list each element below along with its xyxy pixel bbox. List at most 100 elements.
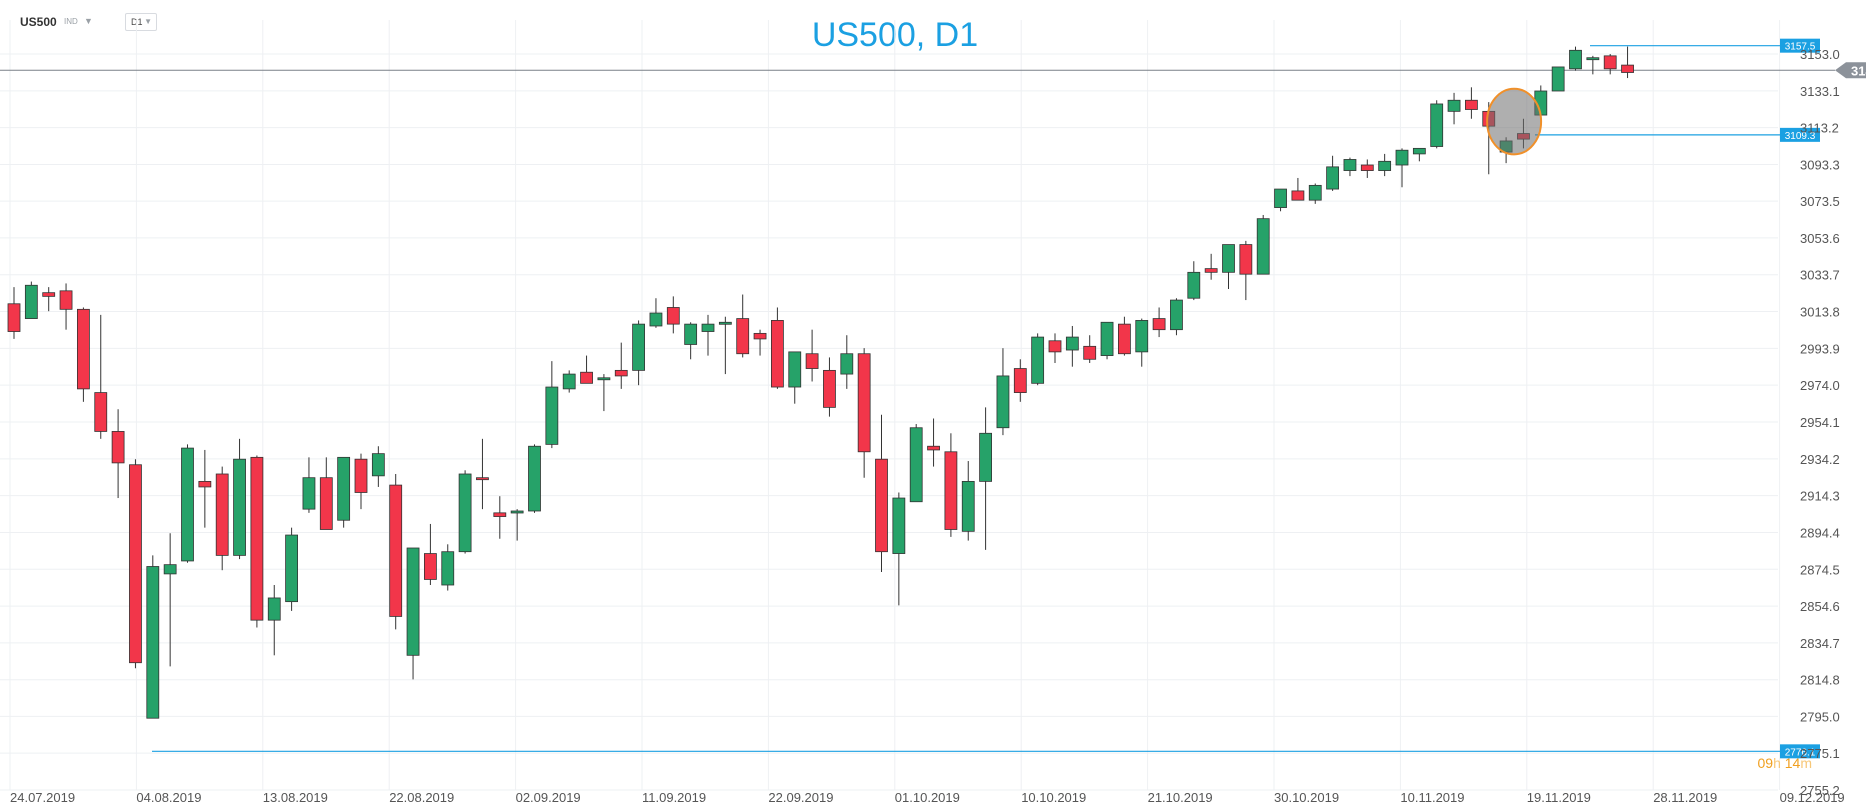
x-tick-label: 04.08.2019 bbox=[136, 790, 201, 805]
candle-body bbox=[1048, 340, 1062, 353]
y-tick-label: 3013.8 bbox=[1800, 305, 1840, 320]
candle bbox=[1187, 261, 1201, 301]
candle bbox=[961, 461, 975, 541]
candle bbox=[666, 296, 680, 334]
countdown-hours: 09 bbox=[1757, 755, 1774, 771]
candle-body bbox=[233, 458, 246, 556]
candle bbox=[215, 466, 229, 571]
x-tick-label: 19.11.2019 bbox=[1527, 790, 1591, 805]
candle-body bbox=[510, 510, 524, 514]
countdown-hours-unit: h bbox=[1773, 755, 1781, 771]
current-price-tag bbox=[1835, 62, 1866, 79]
candle bbox=[1378, 153, 1392, 177]
x-tick-label: 11.09.2019 bbox=[642, 790, 706, 805]
category-label[interactable]: IND bbox=[64, 17, 78, 26]
candle-body bbox=[632, 323, 645, 371]
y-tick-label: 2834.7 bbox=[1800, 636, 1840, 651]
candle-body bbox=[736, 318, 750, 355]
grid-layer bbox=[0, 20, 1781, 791]
candle-body bbox=[1395, 149, 1409, 166]
candle-body bbox=[909, 427, 923, 503]
candle bbox=[423, 523, 437, 586]
y-tick-label: 3033.7 bbox=[1800, 268, 1840, 283]
candle-body bbox=[1013, 368, 1027, 393]
price-level-tag bbox=[1780, 127, 1820, 142]
candle-body bbox=[823, 369, 836, 408]
candle bbox=[389, 473, 403, 630]
candle bbox=[285, 527, 299, 611]
candle bbox=[1065, 325, 1079, 367]
candle-body bbox=[1065, 336, 1079, 351]
candle-body bbox=[24, 284, 38, 319]
price-level-tag bbox=[1780, 38, 1820, 53]
price-level-label: 3109.3 bbox=[1785, 131, 1816, 142]
candle bbox=[1308, 183, 1322, 204]
candle-body bbox=[753, 332, 767, 340]
candle-body bbox=[979, 432, 992, 482]
candle-body bbox=[1222, 244, 1235, 273]
candle bbox=[823, 357, 836, 417]
candle-body bbox=[1308, 184, 1322, 201]
candle-body bbox=[215, 473, 229, 556]
candle bbox=[458, 470, 472, 554]
candle bbox=[302, 457, 316, 513]
candle-body bbox=[59, 290, 73, 310]
x-tick-label: 22.08.2019 bbox=[389, 790, 454, 805]
x-tick-label: 09.12.2019 bbox=[1780, 790, 1845, 805]
candle bbox=[24, 281, 38, 319]
candle-body bbox=[250, 456, 264, 621]
bar-countdown: 09h 14m bbox=[1757, 755, 1812, 771]
candle bbox=[319, 457, 333, 530]
symbol-label[interactable]: US500 bbox=[20, 15, 57, 29]
candle bbox=[267, 585, 281, 656]
price-level-label: 3157.5 bbox=[1785, 42, 1816, 53]
candle-body bbox=[1621, 64, 1634, 73]
y-tick-label: 2874.5 bbox=[1800, 562, 1840, 577]
candle-body bbox=[1465, 99, 1478, 110]
candle bbox=[1603, 54, 1617, 75]
candle-body bbox=[788, 351, 802, 388]
candle bbox=[649, 298, 663, 328]
candle bbox=[1343, 157, 1357, 177]
candle-body bbox=[302, 477, 316, 510]
price-level-tag bbox=[1780, 744, 1820, 759]
candle bbox=[718, 316, 732, 375]
candle-body bbox=[493, 512, 507, 517]
candle-body bbox=[701, 323, 715, 332]
candle-body bbox=[597, 377, 611, 381]
candle bbox=[406, 547, 420, 680]
candle bbox=[1170, 298, 1183, 336]
category-chevron-down-icon[interactable]: ▼ bbox=[84, 16, 93, 26]
candle bbox=[736, 294, 750, 358]
candle bbox=[181, 444, 194, 563]
candle-body bbox=[1256, 218, 1270, 275]
candle-body bbox=[927, 445, 940, 451]
y-tick-label: 3073.5 bbox=[1800, 194, 1840, 209]
y-tick-label: 3133.1 bbox=[1800, 84, 1840, 99]
candle bbox=[701, 314, 715, 356]
y-tick-label: 3113.2 bbox=[1800, 121, 1839, 136]
candle bbox=[1083, 335, 1097, 363]
candle-body bbox=[94, 392, 108, 432]
y-tick-label: 2993.9 bbox=[1800, 341, 1840, 356]
highlight-circle bbox=[1486, 87, 1543, 156]
candle bbox=[1430, 100, 1444, 149]
candle bbox=[875, 414, 888, 573]
candle-body bbox=[545, 386, 559, 445]
candle bbox=[545, 361, 559, 449]
candle-body bbox=[580, 371, 593, 384]
candle bbox=[163, 533, 177, 667]
candle bbox=[1031, 333, 1045, 386]
candle bbox=[684, 322, 698, 360]
candle bbox=[927, 418, 940, 467]
candle bbox=[1291, 177, 1305, 201]
candle bbox=[597, 374, 611, 412]
candle-body bbox=[1118, 323, 1131, 355]
candle bbox=[1412, 147, 1426, 162]
candle bbox=[1465, 87, 1478, 119]
y-tick-label: 2954.1 bbox=[1800, 415, 1840, 430]
candle-body bbox=[1100, 321, 1114, 356]
candle-body bbox=[1551, 66, 1565, 92]
